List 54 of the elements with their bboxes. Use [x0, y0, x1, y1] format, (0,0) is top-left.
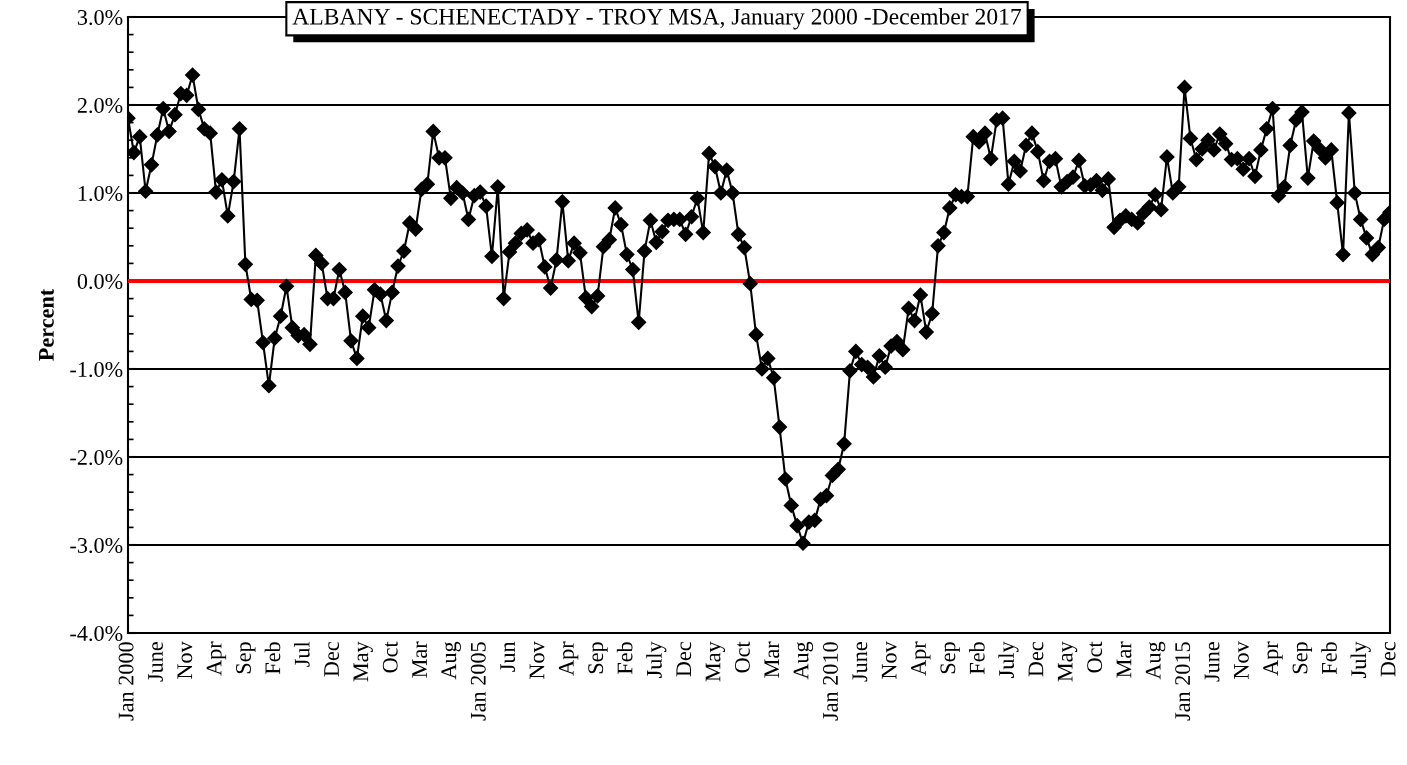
x-tick-label: May [353, 641, 373, 682]
x-tick-label: June [1204, 642, 1220, 682]
x-tick-label: Mar [1116, 641, 1132, 678]
x-tick-label: Apr [558, 641, 579, 676]
y-tick-label: -2.0% [70, 449, 123, 466]
x-tick-label: Sep [236, 642, 256, 674]
x-tick-label: Aug [793, 641, 814, 680]
x-tick-label: Jul [294, 641, 310, 667]
y-tick-label: 3.0% [77, 9, 123, 26]
x-tick-label: Nov [881, 641, 897, 679]
x-tick-label: Sep [940, 642, 960, 674]
x-tick-label: Oct [1087, 641, 1103, 673]
x-tick-label: Sep [1292, 642, 1313, 674]
x-tick-label: May [705, 641, 726, 682]
x-tick-label: Oct [382, 641, 398, 673]
y-axis-title: Percent [39, 288, 54, 361]
x-tick-label: Nov [177, 641, 193, 679]
x-tick-label: July [646, 641, 667, 678]
x-tick-label: Dec [1380, 642, 1396, 677]
y-tick-label: 0.0% [77, 273, 123, 290]
y-tick-label: -1.0% [70, 361, 123, 378]
x-tick-label: Jan 2000 [118, 642, 134, 721]
x-tick-label: Apr [911, 641, 931, 676]
x-tick-label: Aug [1145, 641, 1166, 680]
y-tick-label: -4.0% [70, 625, 123, 642]
x-tick-label: July [998, 641, 1019, 678]
x-tick-label: Feb [969, 642, 985, 675]
chart-title: ALBANY - SCHENECTADY - TROY MSA, January 2000 -December 2017 [292, 8, 1022, 30]
x-tick-label: Feb [264, 642, 281, 675]
x-tick-label: Oct [734, 641, 750, 673]
x-tick-label: May [1057, 641, 1078, 682]
y-tick-label: -3.0% [70, 537, 123, 554]
x-tick-label: Jan 2005 [470, 642, 486, 721]
x-tick-label: June [148, 642, 163, 682]
x-tick-label: July [1350, 641, 1371, 678]
x-tick-label: Sep [588, 642, 608, 674]
x-tick-label: Apr [206, 641, 227, 676]
x-tick-label: June [852, 642, 868, 682]
x-tick-label: Jun [500, 641, 516, 672]
x-tick-label: Apr [1263, 641, 1283, 676]
x-tick-label: Jan 2010 [822, 642, 838, 721]
x-tick-label: Feb [616, 642, 633, 675]
x-tick-label: Dec [1028, 642, 1044, 677]
x-tick-label: Feb [1321, 642, 1337, 675]
x-tick-label: Dec [676, 642, 692, 677]
x-tick-label: Nov [529, 641, 545, 679]
x-tick-label: Dec [324, 642, 339, 677]
x-tick-label: Aug [441, 641, 461, 680]
x-tick-label: Mar [412, 641, 428, 678]
x-tick-label: Jan 2015 [1175, 642, 1191, 721]
x-tick-label: Nov [1234, 641, 1249, 679]
x-tick-label: Mar [764, 641, 780, 678]
y-tick-label: 2.0% [77, 97, 123, 114]
y-tick-label: 1.0% [78, 185, 123, 202]
